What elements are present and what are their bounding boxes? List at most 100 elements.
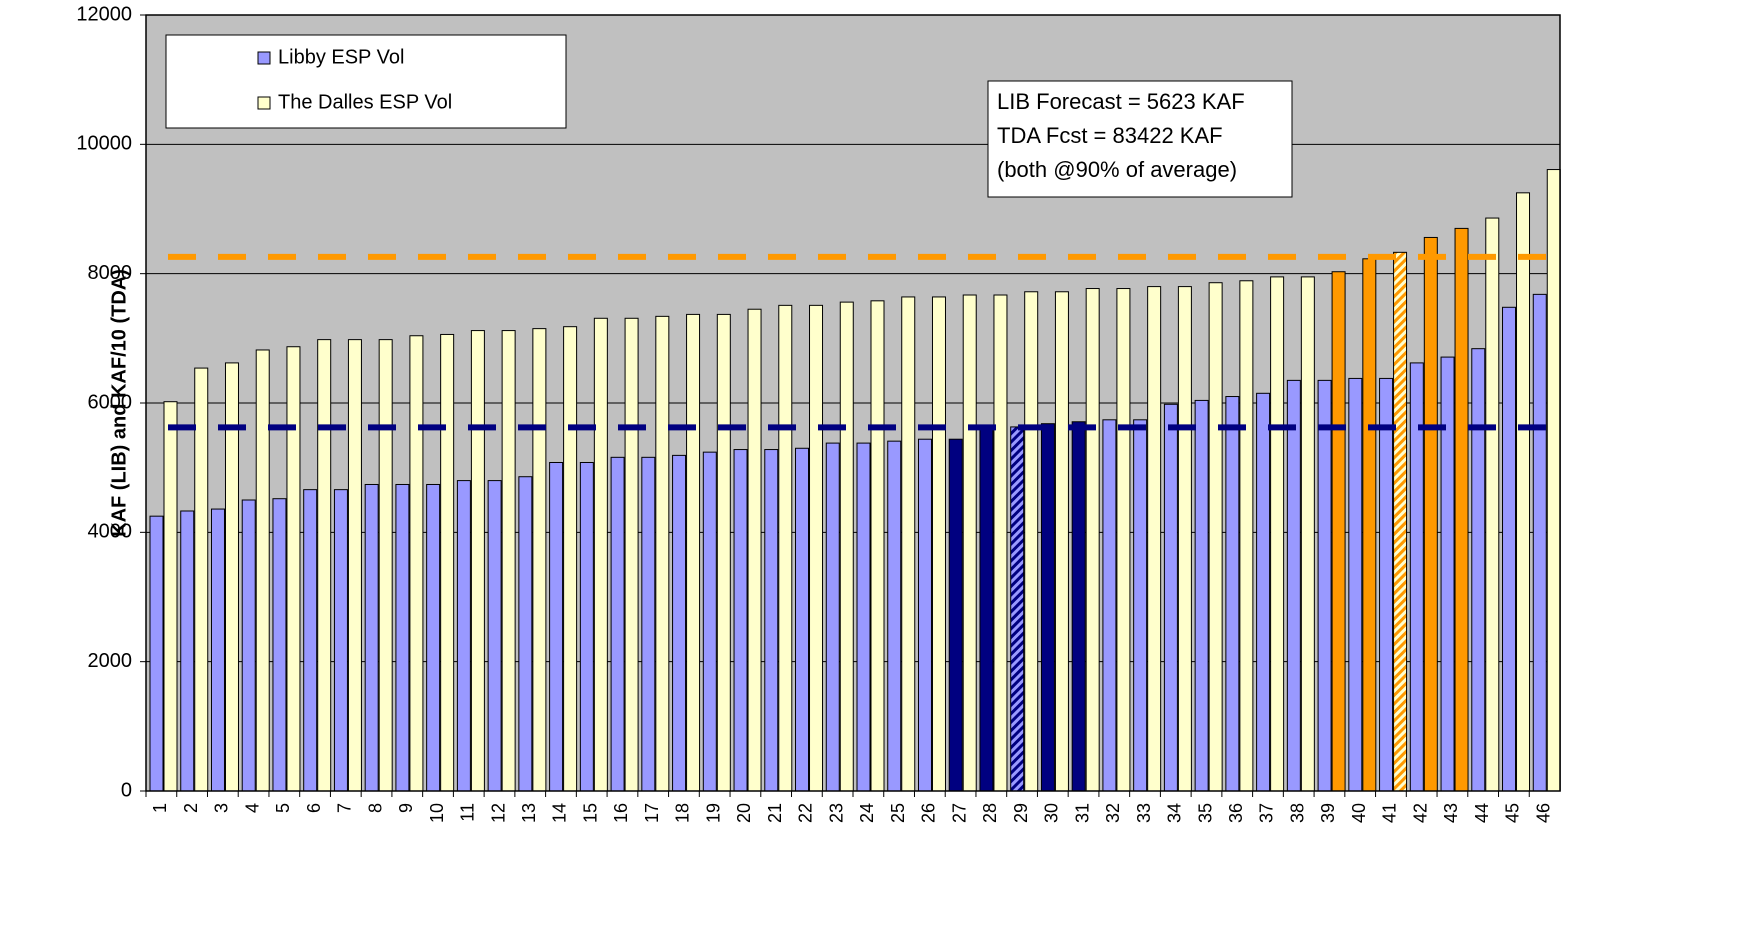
bar <box>426 483 441 792</box>
bar <box>395 483 410 792</box>
bar <box>487 480 502 792</box>
bar <box>809 304 824 792</box>
bar <box>1054 291 1069 792</box>
y-tick-label: 0 <box>121 779 132 801</box>
x-tick-label: 25 <box>888 803 908 823</box>
y-tick-label: 8000 <box>88 262 133 284</box>
x-tick-label: 3 <box>212 803 232 813</box>
bar <box>470 330 485 792</box>
y-axis-label: KAF (LIB) and KAF/10 (TDA) <box>108 269 130 537</box>
legend-box <box>165 34 567 129</box>
x-tick-label: 26 <box>919 803 939 823</box>
bar <box>409 335 424 792</box>
x-tick-label: 42 <box>1410 803 1430 823</box>
bar <box>1532 293 1547 792</box>
x-tick-label: 17 <box>642 803 662 823</box>
bar <box>378 339 393 792</box>
bar <box>501 330 516 792</box>
bar <box>1239 280 1254 792</box>
x-tick-label: 21 <box>765 803 785 823</box>
x-tick-label: 29 <box>1011 803 1031 823</box>
bar <box>317 339 332 792</box>
bar <box>686 313 701 792</box>
bar <box>1116 288 1131 792</box>
bar <box>364 483 379 792</box>
x-tick-label: 1 <box>150 803 170 813</box>
bar <box>518 476 533 792</box>
annotation-text: LIB Forecast = 5623 KAF <box>997 89 1245 114</box>
x-tick-label: 39 <box>1318 803 1338 823</box>
bar <box>255 349 270 792</box>
bar <box>641 456 656 792</box>
bar <box>948 438 963 792</box>
x-tick-label: 8 <box>365 803 385 813</box>
x-tick-label: 16 <box>611 803 631 823</box>
bar <box>901 296 916 792</box>
bar <box>917 438 932 792</box>
bar <box>778 304 793 792</box>
bar <box>563 326 578 792</box>
y-tick-label: 12000 <box>76 3 132 25</box>
bar <box>839 301 854 792</box>
y-tick-label: 4000 <box>88 521 133 543</box>
annotation-box <box>987 80 1293 198</box>
x-tick-label: 33 <box>1134 803 1154 823</box>
bar <box>931 296 946 792</box>
bar <box>241 499 256 792</box>
bar <box>1177 286 1192 792</box>
legend-swatch <box>257 96 271 110</box>
bar <box>1147 286 1162 792</box>
x-tick-label: 37 <box>1257 803 1277 823</box>
bar <box>149 515 164 792</box>
bar <box>194 367 209 792</box>
bar <box>286 346 301 792</box>
bar <box>795 447 810 792</box>
x-tick-label: 2 <box>181 803 201 813</box>
x-tick-label: 15 <box>580 803 600 823</box>
bar <box>1010 426 1025 792</box>
bar <box>1423 236 1438 792</box>
bar <box>532 328 547 792</box>
x-tick-label: 13 <box>519 803 539 823</box>
bar <box>702 451 717 792</box>
bar <box>333 489 348 792</box>
bar <box>163 401 178 792</box>
bar <box>1208 282 1223 792</box>
bar <box>747 308 762 792</box>
y-tick-label: 2000 <box>88 650 133 672</box>
bar <box>1270 276 1285 792</box>
bar <box>655 315 670 792</box>
bar <box>1300 276 1315 792</box>
plot-border <box>145 14 1561 792</box>
bar <box>456 480 471 792</box>
bar <box>440 333 455 792</box>
x-tick-label: 31 <box>1072 803 1092 823</box>
bar <box>1085 288 1100 792</box>
x-tick-label: 14 <box>550 803 570 823</box>
x-tick-label: 45 <box>1503 803 1523 823</box>
x-tick-label: 41 <box>1380 803 1400 823</box>
x-tick-label: 19 <box>703 803 723 823</box>
bar <box>733 449 748 792</box>
bar <box>1331 271 1346 792</box>
bar <box>1163 403 1178 792</box>
x-tick-label: 6 <box>304 803 324 813</box>
x-tick-label: 4 <box>242 803 262 813</box>
x-tick-label: 27 <box>949 803 969 823</box>
x-tick-label: 35 <box>1195 803 1215 823</box>
x-tick-label: 9 <box>396 803 416 813</box>
bar <box>1225 396 1240 792</box>
bar <box>272 498 287 792</box>
x-tick-label: 24 <box>857 803 877 823</box>
bar <box>1362 258 1377 792</box>
legend-label: The Dalles ESP Vol <box>278 91 452 113</box>
x-tick-label: 46 <box>1533 803 1553 823</box>
x-tick-label: 32 <box>1103 803 1123 823</box>
bar <box>610 456 625 792</box>
x-tick-label: 43 <box>1441 803 1461 823</box>
bar <box>1102 419 1117 792</box>
bar <box>887 440 902 792</box>
bar <box>962 294 977 792</box>
bar <box>1393 251 1408 792</box>
